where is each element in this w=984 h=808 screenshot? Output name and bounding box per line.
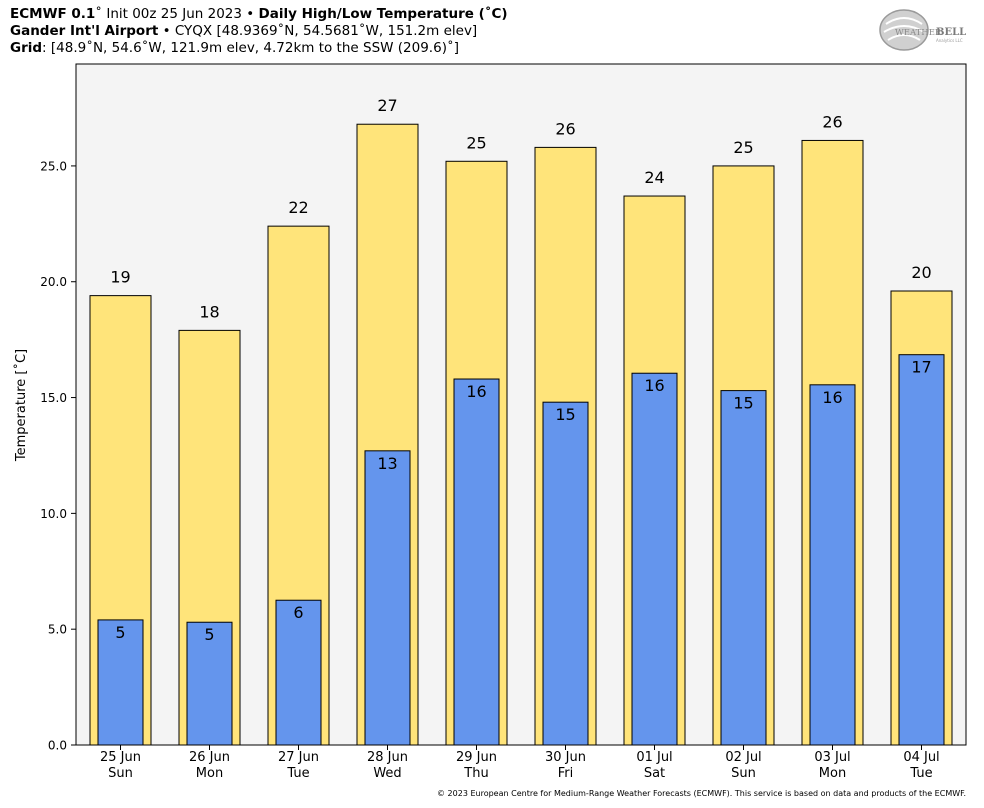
x-tick-label-date: 30 Jun (545, 750, 586, 765)
x-tick-label-day: Sun (731, 766, 756, 781)
low-bar (453, 378, 500, 746)
x-tick-label-day: Mon (819, 766, 846, 781)
x-tick-label-day: Tue (909, 766, 932, 781)
low-bar (364, 450, 411, 746)
logo-text-bell: BELL (936, 27, 966, 38)
low-value-label: 15 (555, 405, 575, 424)
x-tick-label-date: 03 Jul (814, 750, 850, 765)
y-tick-label: 15.0 (40, 391, 67, 405)
x-tick-label-date: 02 Jul (725, 750, 761, 765)
low-bar (720, 390, 767, 746)
station-name: Gander Int'l Airport (10, 23, 159, 39)
x-tick-label-day: Tue (286, 766, 309, 781)
high-value-label: 18 (199, 302, 219, 321)
x-tick-label-date: 29 Jun (456, 750, 497, 765)
low-value-label: 17 (911, 358, 931, 377)
high-value-label: 20 (911, 263, 931, 282)
x-tick-label-date: 25 Jun (100, 750, 141, 765)
low-bar (898, 354, 945, 746)
y-tick-label: 5.0 (48, 623, 67, 637)
y-tick-label: 0.0 (48, 739, 67, 753)
high-value-label: 24 (644, 168, 664, 187)
high-value-label: 19 (110, 268, 130, 287)
low-value-label: 5 (115, 623, 125, 642)
header-line-1: ECMWF 0.1˚ Init 00z 25 Jun 2023 • Daily … (10, 6, 508, 23)
low-value-label: 16 (466, 382, 486, 401)
high-value-label: 22 (288, 198, 308, 217)
x-tick-label-day: Thu (463, 766, 488, 781)
low-value-label: 15 (733, 394, 753, 413)
model-name: ECMWF 0.1 (10, 6, 96, 22)
low-value-label: 6 (293, 603, 303, 622)
plot-frame (75, 63, 967, 746)
x-tick-label-day: Fri (558, 766, 574, 781)
grid-info: : [48.9˚N, 54.6˚W, 121.9m elev, 4.72km t… (42, 40, 459, 56)
x-tick-label-date: 27 Jun (278, 750, 319, 765)
weatherbell-logo: WEATHER BELL Analytics LLC (879, 9, 966, 51)
low-bar (631, 372, 678, 746)
low-value-label: 5 (204, 625, 214, 644)
x-tick-label-day: Mon (196, 766, 223, 781)
grid-label: Grid (10, 40, 43, 56)
high-value-label: 26 (555, 119, 575, 138)
y-axis-label: Temperature [˚C] (13, 349, 29, 462)
x-tick-label-date: 01 Jul (636, 750, 672, 765)
header-line-2: Gander Int'l Airport • CYQX [48.9369˚N, … (10, 23, 477, 40)
logo-text-small: Analytics LLC (936, 38, 963, 43)
logo-text-weather: WEATHER (895, 28, 942, 38)
station-coords: • CYQX [48.9369˚N, 54.5681˚W, 151.2m ele… (158, 23, 478, 39)
high-value-label: 27 (377, 96, 397, 115)
high-value-label: 26 (822, 112, 842, 131)
low-value-label: 16 (644, 376, 664, 395)
x-tick-label-date: 26 Jun (189, 750, 230, 765)
x-tick-label-day: Sun (108, 766, 133, 781)
low-bar (542, 401, 589, 746)
y-tick-label: 25.0 (40, 159, 67, 173)
value-labels: 19 5 18 5 22 6 27 13 25 16 26 15 24 16 25 15 26 16 20 17 (110, 96, 931, 644)
y-axis: 0.0 5.0 10.0 15.0 20.0 25.0 (40, 159, 76, 753)
low-bar (809, 384, 856, 746)
header-line-3: Grid: [48.9˚N, 54.6˚W, 121.9m elev, 4.72… (10, 40, 459, 57)
copyright-notice: © 2023 European Centre for Medium-Range … (437, 789, 966, 798)
y-tick-label: 20.0 (40, 275, 67, 289)
init-time: Init 00z 25 Jun 2023 • (102, 6, 259, 22)
low-bar (186, 621, 233, 746)
x-tick-label-date: 28 Jun (367, 750, 408, 765)
low-bars (97, 354, 945, 746)
y-tick-label: 10.0 (40, 507, 67, 521)
low-bar (97, 619, 144, 746)
chart-title: Daily High/Low Temperature (˚C) (258, 6, 508, 22)
degree-sign: ˚ (95, 6, 103, 22)
x-tick-label-date: 04 Jul (903, 750, 939, 765)
low-value-label: 13 (377, 454, 397, 473)
x-tick-label-day: Wed (373, 766, 401, 781)
high-value-label: 25 (466, 133, 486, 152)
low-value-label: 16 (822, 388, 842, 407)
x-tick-label-day: Sat (644, 766, 665, 781)
high-value-label: 25 (733, 138, 753, 157)
low-bar (275, 599, 322, 746)
